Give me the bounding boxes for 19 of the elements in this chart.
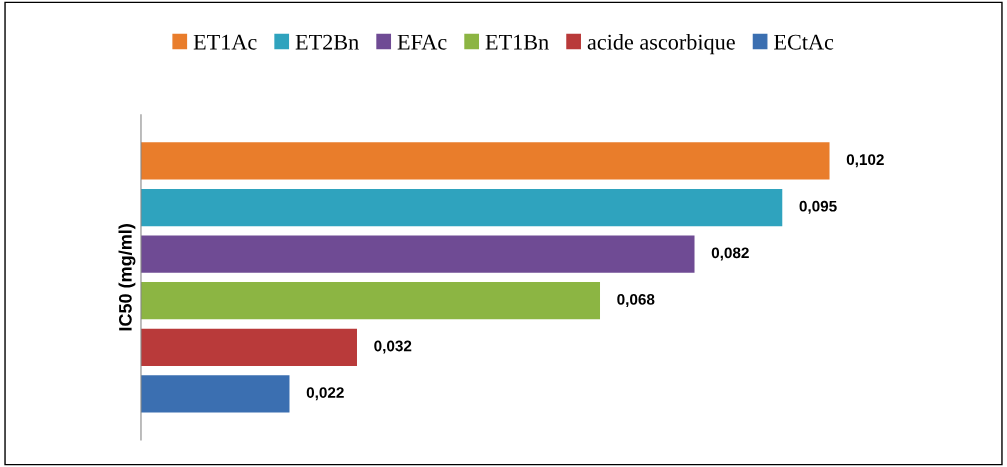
data-label: 0,068 [617,293,655,308]
bar [140,188,783,227]
legend-label: ET1Bn [485,34,549,50]
bar [140,235,695,273]
bar [140,328,357,366]
y-axis-title: IC50 (mg/ml) [118,224,136,331]
legend-label: acide ascorbique [587,34,735,55]
bar [140,142,830,180]
legend-label: ET1Ac [193,34,257,50]
bar [140,375,290,413]
data-label: 0,102 [846,154,884,168]
data-label: 0,095 [799,200,837,214]
legend-label: EFAc [397,34,447,50]
data-label: 0,032 [374,340,412,354]
legend-label: ECtAc [774,34,834,50]
data-label: 0,022 [306,387,344,401]
data-label: 0,082 [711,247,749,261]
bar [140,282,601,320]
legend-label: ET2Bn [295,34,359,50]
